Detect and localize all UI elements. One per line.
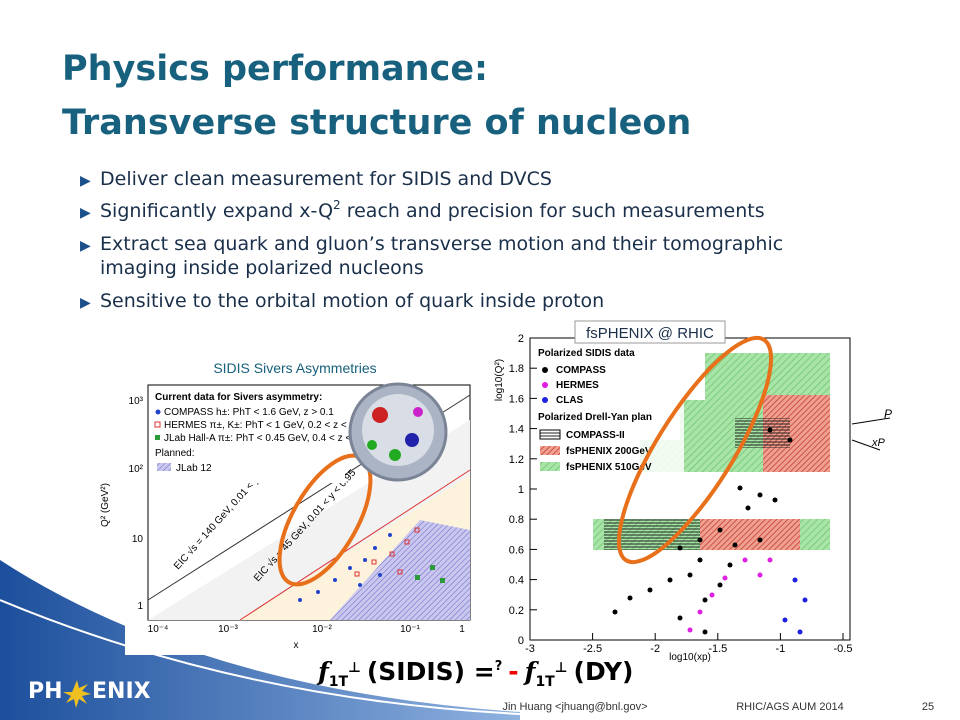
- bullet: imaging inside polarized nucleons: [100, 257, 424, 279]
- y-tick-label: 1.6: [509, 393, 524, 405]
- points: [298, 527, 445, 602]
- legend-item: COMPASS-II: [566, 430, 625, 441]
- y-tick-label: 0.8: [509, 514, 524, 526]
- y-tick-label: 2: [518, 333, 524, 345]
- arrow-label: xP: [871, 437, 886, 449]
- x-tick-label: -3: [525, 643, 535, 655]
- legend-item: fsPHENIX 200GeV: [566, 446, 652, 457]
- legend-heading: Planned:: [155, 448, 194, 459]
- page-number: 25: [922, 701, 934, 713]
- svg-text:▶: ▶: [80, 173, 91, 189]
- y-tick-label: 0: [518, 635, 524, 647]
- legend-heading: Polarized SIDIS data: [538, 348, 635, 359]
- legend-item: CLAS: [556, 395, 584, 406]
- y-tick-label: 0.4: [509, 575, 524, 587]
- svg-text:▶: ▶: [80, 295, 91, 311]
- x-tick-label: 10⁻²: [312, 624, 332, 635]
- svg-text:ENIX: ENIX: [92, 679, 151, 704]
- logo: PH ENIX: [28, 679, 151, 708]
- y-tick-label: 0.2: [509, 605, 524, 617]
- y-tick-label: 1.2: [509, 454, 524, 466]
- bullet: Deliver clean measurement for SIDIS and …: [100, 168, 552, 190]
- legend-item: fsPHENIX 510GeV: [566, 462, 652, 473]
- svg-text:PH: PH: [28, 679, 63, 704]
- x-tick-label: 10⁻⁴: [148, 624, 169, 635]
- y-tick-label: 1.4: [509, 424, 524, 436]
- legend-item: COMPASS: [556, 365, 606, 376]
- legend-heading: Current data for Sivers asymmetry:: [155, 392, 322, 403]
- x-tick-label: -1: [776, 643, 786, 655]
- y-tick-label: 10³: [129, 396, 144, 407]
- bullet: Extract sea quark and gluon’s transverse…: [100, 233, 783, 255]
- legend-item: COMPASS h±: PhT < 1.6 GeV, z > 0.1: [164, 407, 334, 418]
- right-plot: Polarized SIDIS data COMPASS HERMES CLAS…: [488, 320, 892, 665]
- bullet: Sensitive to the orbital motion of quark…: [100, 290, 604, 312]
- legend-item: HERMES π±, K±: PhT < 1 GeV, 0.2 < z < 0.…: [164, 420, 364, 431]
- plot-label: fsPHENIX @ RHIC: [586, 325, 714, 342]
- legend-item: JLab 12: [176, 463, 212, 474]
- bullet: Significantly expand x-Q2 reach and prec…: [100, 198, 765, 222]
- title: Physics performance:: [62, 49, 488, 89]
- x-label: x: [294, 640, 299, 651]
- x-tick-label: 1: [459, 624, 465, 635]
- y-tick-label: 1: [518, 484, 524, 496]
- y-tick-label: 0.6: [509, 544, 524, 556]
- nucleon-graphic: [348, 382, 448, 482]
- svg-text:▶: ▶: [80, 238, 91, 254]
- highlight-ellipse: [616, 335, 774, 565]
- y-tick-label: 10²: [129, 464, 144, 475]
- svg-text:▶: ▶: [80, 205, 91, 221]
- x-tick-label: 10⁻¹: [400, 624, 420, 635]
- legend-item: HERMES: [556, 380, 599, 391]
- bullets: ▶ Deliver clean measurement for SIDIS and…: [80, 168, 783, 312]
- y-tick-label: 10: [132, 534, 144, 545]
- y-tick-label: 1.8: [509, 363, 524, 375]
- formula: f1T⊥ (SIDIS) =? - f1T⊥ (DY): [316, 657, 633, 690]
- footer-author: Jin Huang <jhuang@bnl.gov>: [502, 701, 647, 713]
- caption: SIDIS Sivers Asymmetries: [213, 360, 376, 376]
- x-tick-label: -2: [650, 643, 660, 655]
- left-plot: SIDIS Sivers Asymmetries EIC √s = 140 Ge…: [100, 360, 475, 655]
- swoosh: [0, 560, 520, 720]
- footer-event: RHIC/AGS AUM 2014: [736, 701, 844, 713]
- points: [612, 427, 808, 635]
- y-label: log10(Q²): [494, 359, 505, 401]
- legend-heading: Polarized Drell-Yan plan: [538, 412, 652, 423]
- x-label: log10(xp): [669, 652, 711, 663]
- x-tick-label: 10⁻³: [218, 624, 238, 635]
- y-tick-label: 1: [137, 601, 143, 612]
- x-tick-label: -0.5: [834, 643, 853, 655]
- swoosh-line: [0, 599, 521, 715]
- x-tick-label: -2.5: [583, 643, 602, 655]
- legend-item: JLab Hall-A π±: PhT < 0.45 GeV, 0.4 < z …: [164, 433, 368, 444]
- y-label: Q² (GeV²): [100, 483, 111, 527]
- arrow-label: P: [884, 407, 892, 421]
- title: Transverse structure of nucleon: [62, 103, 691, 143]
- x-tick-label: -1.5: [708, 643, 727, 655]
